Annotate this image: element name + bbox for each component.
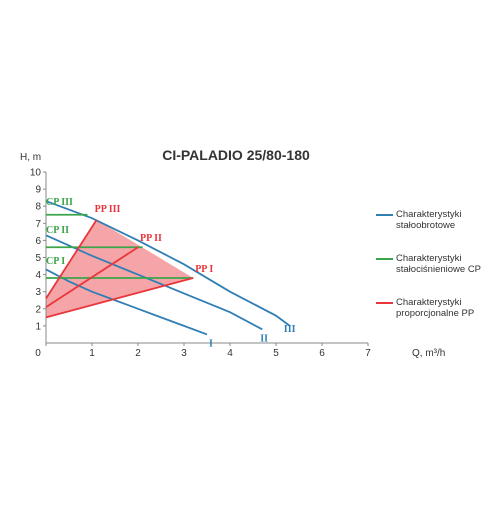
series-label: CP III: [46, 197, 73, 208]
y-tick-label: 7: [35, 219, 41, 230]
chart-title: CI-PALADIO 25/80-180: [162, 147, 310, 163]
series-label: PP II: [140, 233, 162, 244]
x-tick-label: 3: [181, 348, 187, 359]
x-tick-label: 1: [89, 348, 95, 359]
series-line: [45, 246, 139, 308]
series-label: CP II: [46, 225, 69, 236]
x-tick-label: 6: [319, 348, 325, 359]
legend-swatch: [376, 302, 393, 304]
x-tick-label: 0: [35, 348, 41, 359]
series-line: [45, 200, 291, 327]
series-label: I: [209, 338, 213, 349]
y-tick-label: 1: [35, 321, 41, 332]
y-tick-label: 10: [30, 168, 42, 179]
series-line: [45, 277, 194, 319]
y-tick-label: 8: [35, 202, 41, 213]
x-tick-label: 7: [365, 348, 371, 359]
series-line: [45, 234, 263, 331]
x-tick-label: 4: [227, 348, 233, 359]
y-tick-label: 9: [35, 185, 41, 196]
legend-swatch: [376, 258, 393, 260]
series-label: CP I: [46, 256, 65, 267]
y-tick-label: 2: [35, 304, 41, 315]
series-label: PP I: [195, 264, 213, 275]
legend-label: Charakterystyki proporcjonalne PP: [396, 297, 475, 319]
series-label: III: [284, 324, 296, 335]
series-line: [45, 268, 208, 336]
y-tick-label: 6: [35, 236, 41, 247]
series-label: PP III: [95, 204, 121, 215]
legend-label: Charakterystyki stałoobrotowe: [396, 209, 462, 231]
x-tick-label: 5: [273, 348, 279, 359]
y-axis-label: H, m: [20, 152, 41, 163]
series-label: II: [260, 333, 268, 344]
x-tick-label: 2: [135, 348, 141, 359]
y-tick-label: 5: [35, 253, 41, 264]
y-tick-label: 4: [35, 270, 41, 281]
series-line: [45, 219, 98, 300]
legend-swatch: [376, 214, 393, 216]
pp-region: [46, 219, 194, 318]
legend-label: Charakterystyki stałociśnieniowe CP: [396, 253, 482, 275]
y-tick-label: 3: [35, 287, 41, 298]
x-axis-label: Q, m³/h: [412, 348, 445, 359]
